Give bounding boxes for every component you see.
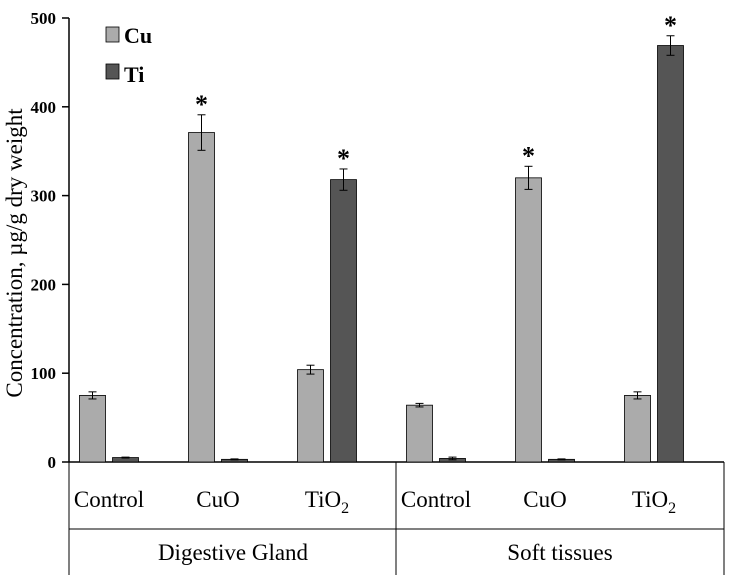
group-label-digestive-gland: Digestive Gland	[158, 540, 309, 565]
category-label: CuO	[196, 487, 239, 512]
y-tick-label: 0	[48, 453, 57, 472]
bar-ti	[330, 179, 357, 463]
group-label-soft-tissues: Soft tissues	[507, 540, 612, 565]
significance-star: *	[664, 11, 677, 40]
legend: Cu Ti	[105, 23, 152, 87]
bar-cu	[297, 369, 324, 463]
y-tick-label: 200	[31, 275, 57, 294]
y-tick-label: 300	[31, 187, 57, 206]
y-axis-label: Concentration, µg/g dry weight	[2, 108, 27, 398]
significance-star: *	[337, 144, 350, 173]
category-label: Control	[401, 487, 471, 512]
category-label: Control	[74, 487, 144, 512]
bar-cu	[515, 177, 542, 463]
legend-label-cu: Cu	[124, 23, 152, 48]
category-label: TiO2	[632, 487, 676, 517]
bar-cu	[406, 404, 433, 463]
bar-cu	[79, 394, 106, 463]
significance-star: *	[195, 90, 208, 119]
legend-swatch-ti	[105, 63, 120, 80]
bar-cu	[624, 394, 651, 463]
y-tick-label: 400	[31, 98, 57, 117]
category-label: CuO	[523, 487, 566, 512]
bar-cu	[188, 132, 215, 463]
significance-star: *	[522, 141, 535, 170]
legend-swatch-cu	[105, 26, 120, 43]
y-tick-label: 100	[31, 364, 57, 383]
bar-ti	[657, 45, 684, 463]
category-label: TiO2	[305, 487, 349, 517]
y-tick-label: 500	[31, 9, 57, 28]
legend-label-ti: Ti	[124, 62, 144, 87]
